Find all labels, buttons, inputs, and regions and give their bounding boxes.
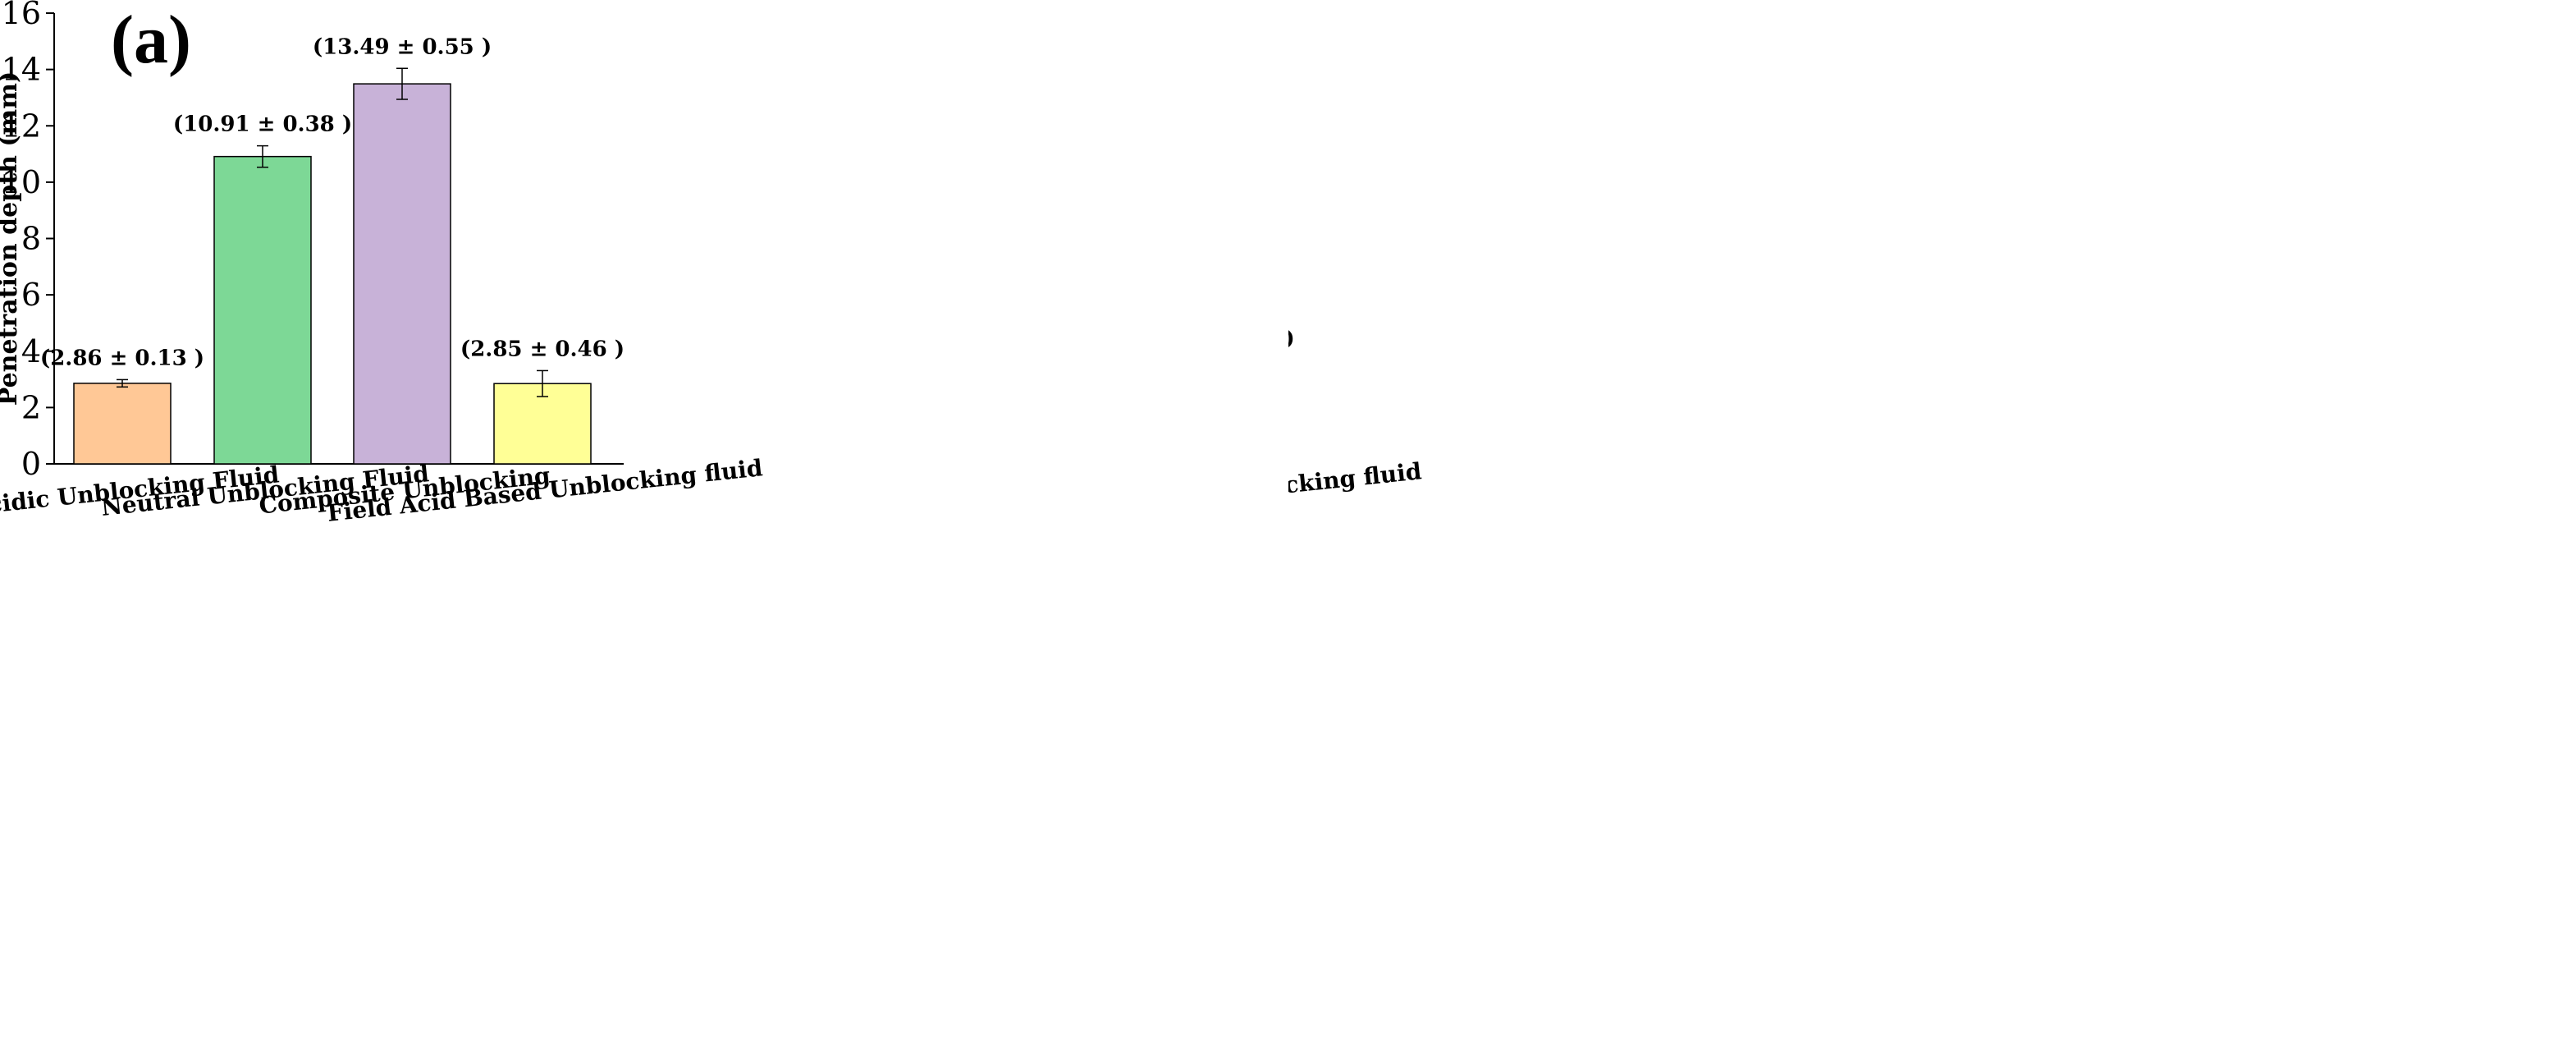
chart-b-category-label: Field Acid Based Unblocking fluid <box>1288 457 1423 530</box>
chart-a-bar <box>353 83 451 465</box>
chart-panel-a: 0 2 4 6 8 10 12 14 16 Penetration depth (mm) (a) (2… <box>0 0 1288 1051</box>
chart-a-y-tick-label: 8 <box>21 221 41 257</box>
chart-a-bar <box>213 155 312 465</box>
chart-a-data-label: (10.91 ± 0.38 ) <box>173 112 352 137</box>
chart-b-svg: 0. 00. 20. 40. 60. 81. 01. 2Penetration … <box>606 2 1423 530</box>
chart-a-panel-label: (a) <box>111 2 191 78</box>
chart-panel-b: 0. 00. 20. 40. 60. 81. 01. 2Penetration … <box>606 0 2576 1051</box>
chart-a-y-tick-label: 10 <box>2 164 41 200</box>
chart-b-data-label: (0.249 ± 0.054) <box>1288 327 1295 351</box>
chart-a-y-tick-label: 2 <box>21 389 41 425</box>
chart-a-y-tick-label: 6 <box>21 277 41 313</box>
chart-a-bar <box>73 383 172 465</box>
chart-a-y-tick-label: 16 <box>2 0 41 31</box>
chart-a-y-tick-label: 0 <box>21 446 41 482</box>
chart-a-data-label: (13.49 ± 0.55 ) <box>313 34 492 59</box>
chart-a-y-tick-label: 4 <box>21 333 41 369</box>
chart-a-y-tick-label: 14 <box>2 52 41 88</box>
chart-a-svg: 0 2 4 6 8 10 12 14 16 Penetration depth (mm) (a) (2… <box>0 0 764 527</box>
chart-a-data-label: (2.86 ± 0.13 ) <box>40 346 204 370</box>
chart-a-data-label: (2.85 ± 0.46 ) <box>460 337 625 361</box>
chart-a-y-axis-title: Penetration depth (mm) <box>0 71 23 406</box>
chart-a-y-tick-label: 12 <box>2 108 41 144</box>
